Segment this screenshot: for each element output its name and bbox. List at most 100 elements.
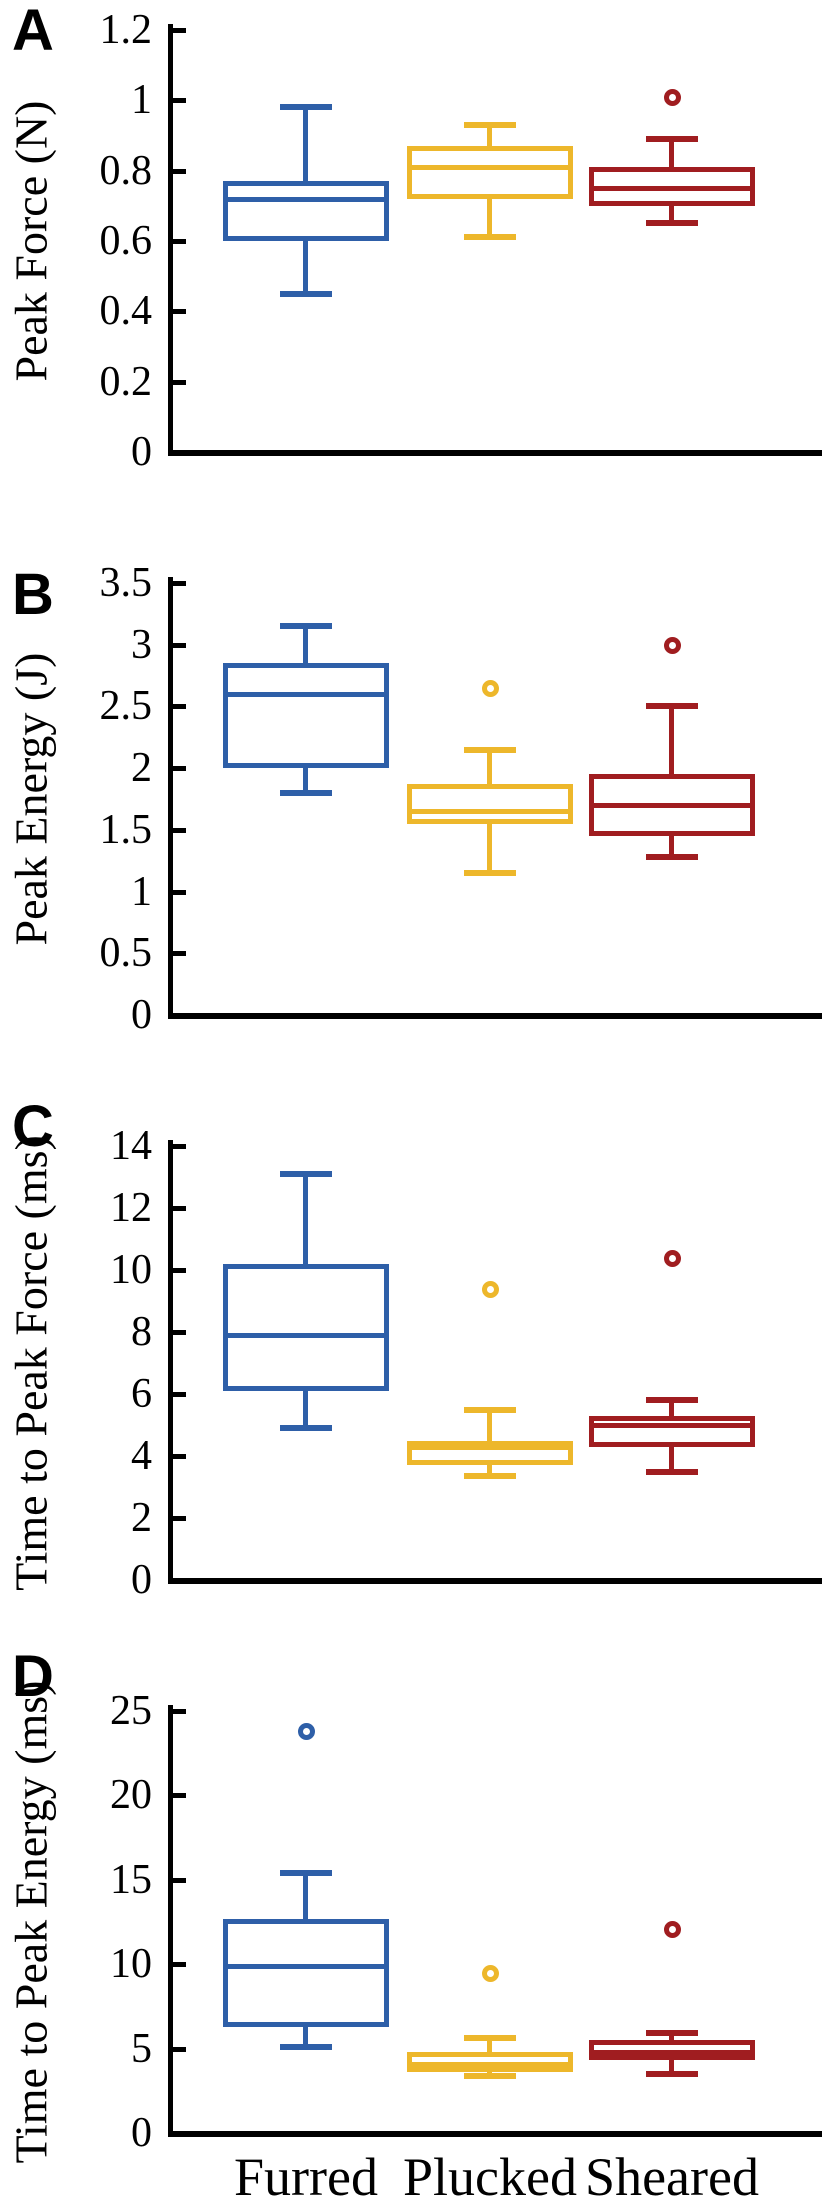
box-B-sheared bbox=[589, 774, 755, 836]
tick-label-C-4: 4 bbox=[131, 1433, 152, 1479]
panel-letter-B: B bbox=[12, 562, 54, 627]
box-A-plucked bbox=[407, 146, 573, 199]
category-label-furred: Furred bbox=[234, 2147, 378, 2204]
whisker-lower-cap-D-furred bbox=[280, 2044, 332, 2050]
outlier-point-C-plucked-0 bbox=[481, 1280, 499, 1298]
whisker-upper-line-C-furred bbox=[303, 1174, 308, 1264]
whisker-upper-cap-B-sheared bbox=[646, 703, 698, 709]
whisker-upper-line-C-plucked bbox=[487, 1410, 492, 1441]
whisker-lower-cap-C-furred bbox=[280, 1425, 332, 1431]
box-D-furred bbox=[223, 1919, 389, 2027]
tick-mark-A-0.8 bbox=[173, 169, 186, 174]
y-axis-line-C bbox=[168, 1140, 173, 1584]
whisker-lower-cap-B-furred bbox=[280, 790, 332, 796]
tick-mark-D-25 bbox=[173, 1709, 186, 1714]
box-B-plucked bbox=[407, 784, 573, 824]
tick-label-D-0: 0 bbox=[131, 2110, 152, 2156]
outlier-point-D-plucked-0 bbox=[481, 1964, 499, 1982]
whisker-lower-cap-B-plucked bbox=[464, 870, 516, 876]
tick-mark-A-1.2 bbox=[173, 28, 186, 33]
whisker-lower-line-C-plucked bbox=[487, 1465, 492, 1476]
median-line-A-sheared bbox=[594, 186, 750, 191]
tick-mark-C-12 bbox=[173, 1206, 186, 1211]
tick-label-D-10: 10 bbox=[110, 1941, 152, 1987]
box-D-sheared bbox=[589, 2040, 755, 2060]
whisker-lower-line-A-furred bbox=[303, 241, 308, 294]
whisker-upper-line-D-sheared bbox=[669, 2033, 674, 2040]
whisker-upper-cap-D-plucked bbox=[464, 2035, 516, 2041]
whisker-upper-cap-A-plucked bbox=[464, 122, 516, 128]
whisker-upper-line-D-plucked bbox=[487, 2038, 492, 2052]
tick-label-A-0.6: 0.6 bbox=[99, 218, 153, 264]
whisker-upper-cap-C-plucked bbox=[464, 1407, 516, 1413]
whisker-lower-line-C-furred bbox=[303, 1391, 308, 1428]
tick-mark-B-1 bbox=[173, 890, 186, 895]
tick-label-D-25: 25 bbox=[110, 1688, 152, 1734]
whisker-upper-cap-A-furred bbox=[280, 104, 332, 110]
tick-mark-A-0.4 bbox=[173, 309, 186, 314]
tick-label-B-0: 0 bbox=[131, 992, 152, 1038]
whisker-lower-cap-D-plucked bbox=[464, 2073, 516, 2079]
tick-label-A-0.4: 0.4 bbox=[99, 288, 153, 334]
tick-mark-B-2.5 bbox=[173, 704, 186, 709]
tick-mark-D-5 bbox=[173, 2047, 186, 2052]
median-line-B-sheared bbox=[594, 803, 750, 808]
tick-label-B-1: 1 bbox=[131, 869, 152, 915]
whisker-lower-cap-A-sheared bbox=[646, 220, 698, 226]
panel-letter-C: C bbox=[12, 1094, 54, 1159]
tick-label-A-1: 1 bbox=[131, 77, 152, 123]
whisker-lower-line-B-sheared bbox=[669, 836, 674, 857]
tick-mark-D-20 bbox=[173, 1793, 186, 1798]
tick-mark-C-0 bbox=[173, 1578, 186, 1583]
whisker-lower-line-D-furred bbox=[303, 2027, 308, 2047]
median-line-B-plucked bbox=[412, 809, 568, 814]
tick-label-C-12: 12 bbox=[110, 1185, 152, 1231]
tick-label-C-6: 6 bbox=[131, 1371, 152, 1417]
tick-label-D-15: 15 bbox=[110, 1857, 152, 1903]
whisker-lower-line-A-plucked bbox=[487, 199, 492, 237]
tick-label-B-2: 2 bbox=[131, 745, 152, 791]
outlier-point-A-sheared-0 bbox=[663, 88, 681, 106]
tick-label-A-1.2: 1.2 bbox=[99, 7, 153, 53]
median-line-C-sheared bbox=[594, 1423, 750, 1428]
whisker-upper-cap-D-furred bbox=[280, 1870, 332, 1876]
tick-mark-C-2 bbox=[173, 1516, 186, 1521]
median-line-A-plucked bbox=[412, 165, 568, 170]
tick-label-C-0: 0 bbox=[131, 1557, 152, 1603]
whisker-lower-cap-D-sheared bbox=[646, 2071, 698, 2077]
tick-label-C-14: 14 bbox=[110, 1123, 152, 1169]
y-axis-line-A bbox=[168, 24, 173, 456]
x-axis-line-A bbox=[168, 450, 822, 456]
tick-mark-C-14 bbox=[173, 1144, 186, 1149]
whisker-upper-line-B-plucked bbox=[487, 750, 492, 784]
whisker-lower-cap-C-sheared bbox=[646, 1469, 698, 1475]
category-label-plucked: Plucked bbox=[403, 2147, 577, 2204]
box-A-furred bbox=[223, 181, 389, 241]
whisker-upper-line-A-sheared bbox=[669, 139, 674, 167]
tick-label-C-2: 2 bbox=[131, 1495, 152, 1541]
tick-mark-A-0.6 bbox=[173, 239, 186, 244]
x-axis-line-C bbox=[168, 1578, 822, 1584]
whisker-lower-cap-A-furred bbox=[280, 291, 332, 297]
tick-label-B-1.5: 1.5 bbox=[99, 807, 153, 853]
whisker-lower-cap-B-sheared bbox=[646, 854, 698, 860]
whisker-lower-line-C-sheared bbox=[669, 1447, 674, 1472]
x-axis-line-B bbox=[168, 1013, 822, 1019]
outlier-point-D-furred-0 bbox=[297, 1722, 315, 1740]
tick-mark-A-0 bbox=[173, 450, 186, 455]
whisker-lower-cap-C-plucked bbox=[464, 1473, 516, 1479]
whisker-lower-line-B-plucked bbox=[487, 824, 492, 873]
tick-mark-B-0 bbox=[173, 1013, 186, 1018]
tick-label-B-3: 3 bbox=[131, 622, 152, 668]
median-line-B-furred bbox=[228, 692, 384, 697]
tick-label-A-0: 0 bbox=[131, 429, 152, 475]
whisker-lower-line-A-sheared bbox=[669, 206, 674, 223]
tick-mark-B-3 bbox=[173, 643, 186, 648]
median-line-A-furred bbox=[228, 197, 384, 202]
whisker-upper-cap-B-plucked bbox=[464, 747, 516, 753]
tick-label-A-0.8: 0.8 bbox=[99, 148, 153, 194]
tick-label-A-0.2: 0.2 bbox=[99, 359, 153, 405]
y-axis-line-B bbox=[168, 577, 173, 1019]
tick-mark-B-0.5 bbox=[173, 951, 186, 956]
whisker-upper-line-B-sheared bbox=[669, 706, 674, 774]
